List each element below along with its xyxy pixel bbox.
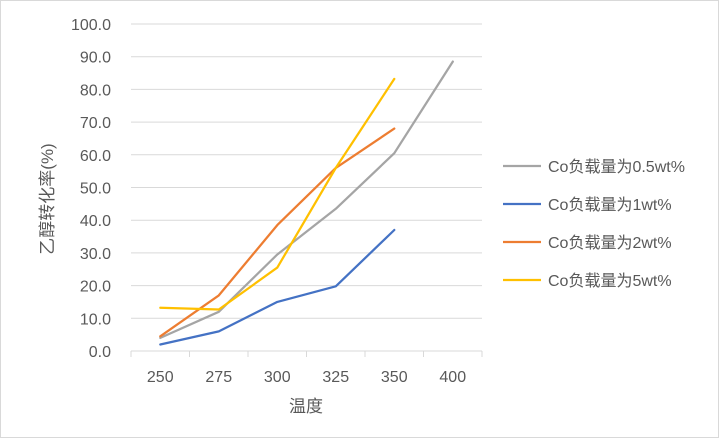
series-lines [159, 60, 454, 346]
x-axis-title: 温度 [289, 397, 323, 416]
legend-label: Co负载量为2wt% [548, 234, 672, 252]
series-line-1 [159, 228, 396, 346]
y-tick-label: 100.0 [71, 17, 111, 34]
x-tick-label: 400 [439, 369, 466, 386]
y-tick-label: 10.0 [80, 311, 111, 328]
y-tick-label: 50.0 [80, 181, 111, 198]
y-axis-title: 乙醇转化率(%) [38, 143, 57, 254]
x-tick-label: 300 [264, 369, 291, 386]
y-tick-label: 30.0 [80, 246, 111, 263]
x-tick-label: 250 [147, 369, 174, 386]
legend-item: Co负载量为1wt% [503, 196, 672, 214]
series-line-3 [159, 77, 396, 311]
y-tick-label: 60.0 [80, 148, 111, 165]
x-tick-label: 350 [381, 369, 408, 386]
legend-item: Co负载量为5wt% [503, 272, 672, 290]
legend-item: Co负载量为2wt% [503, 234, 672, 252]
legend-label: Co负载量为0.5wt% [548, 158, 685, 176]
gridlines [131, 23, 482, 319]
legend-label: Co负载量为1wt% [548, 196, 672, 214]
legend-label: Co负载量为5wt% [548, 272, 672, 290]
legend-item: Co负载量为0.5wt% [503, 158, 685, 176]
x-tick-label: 275 [205, 369, 232, 386]
y-tick-label: 80.0 [80, 82, 111, 99]
y-tick-label: 90.0 [80, 50, 111, 67]
series-line-2 [159, 127, 396, 338]
y-tick-label: 40.0 [80, 213, 111, 230]
legend: Co负载量为0.5wt% Co负载量为1wt% Co负载量为2wt% Co负载量为5w… [503, 158, 685, 290]
series-line-0 [159, 60, 454, 340]
x-tick-label: 325 [322, 369, 349, 386]
axes: 0.0 10.0 20.0 30.0 40.0 50.0 60.0 70.0 80.0 90.0 1… [71, 17, 483, 386]
y-tick-label: 70.0 [80, 115, 111, 132]
y-tick-label: 0.0 [89, 344, 111, 361]
y-tick-label: 20.0 [80, 279, 111, 296]
